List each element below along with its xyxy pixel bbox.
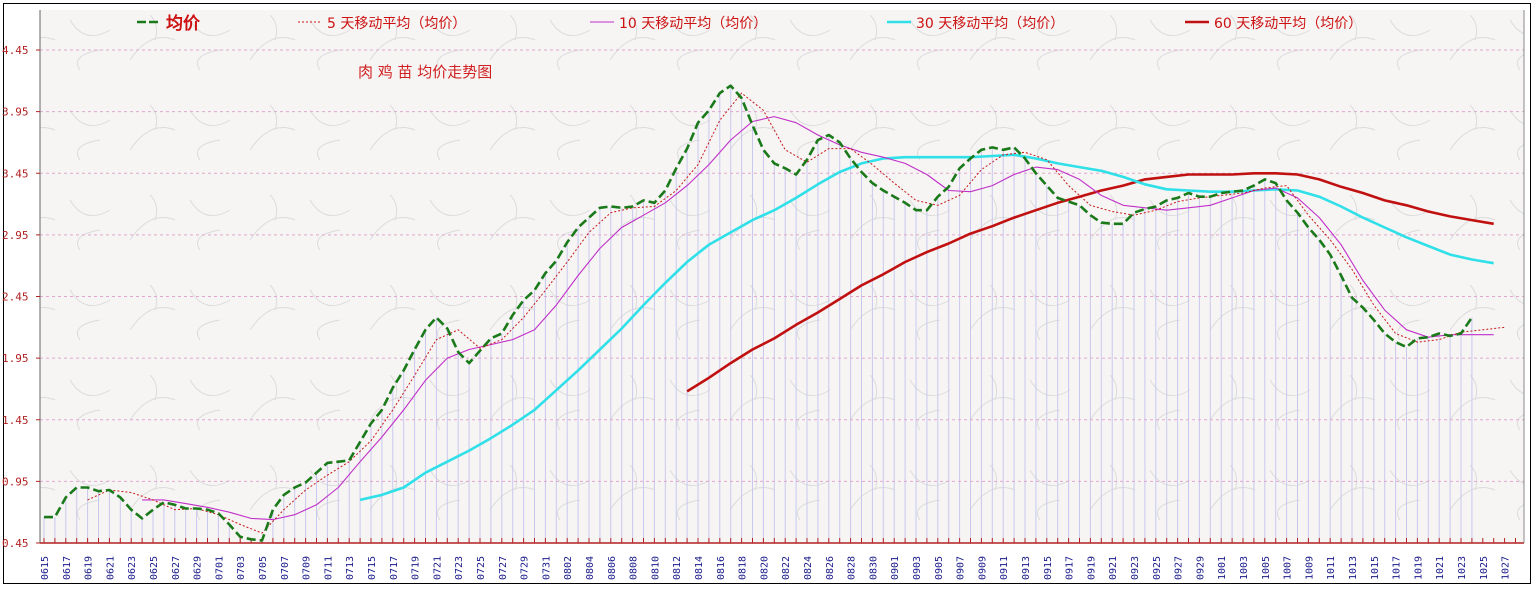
x-tick-label: 0709	[302, 556, 313, 580]
x-tick-label: 0810	[650, 556, 661, 580]
x-tick-label: 0917	[1065, 556, 1076, 580]
x-tick-label: 0905	[934, 556, 945, 580]
legend-label-0: 均价	[166, 13, 201, 34]
x-tick-label: 0820	[759, 556, 770, 580]
x-tick-label: 0629	[193, 556, 204, 580]
y-tick-label: 4.45	[2, 44, 29, 57]
x-tick-label: 0731	[541, 556, 552, 580]
x-tick-label: 1005	[1261, 556, 1272, 580]
x-tick-label: 0711	[323, 556, 334, 580]
x-tick-label: 0921	[1108, 556, 1119, 580]
x-tick-label: 1007	[1283, 556, 1294, 580]
x-tick-label: 0727	[498, 556, 509, 580]
x-tick-label: 0911	[999, 556, 1010, 580]
x-tick-label: 0725	[476, 556, 487, 580]
plot-area	[40, 10, 1524, 543]
legend-label-4: 60 天移动平均（均价）	[1214, 16, 1362, 32]
x-tick-label: 0621	[105, 556, 116, 580]
x-tick-label: 0625	[149, 556, 160, 580]
x-tick-label: 0707	[280, 556, 291, 580]
x-tick-label: 1025	[1479, 556, 1490, 580]
x-tick-label: 0701	[214, 556, 225, 580]
y-tick-label: 1.45	[2, 414, 29, 427]
x-tick-label: 0729	[520, 556, 531, 580]
x-tick-label: 1019	[1413, 556, 1424, 580]
x-tick-label: 0909	[977, 556, 988, 580]
x-tick-label: 1009	[1304, 556, 1315, 580]
x-tick-label: 0719	[411, 556, 422, 580]
x-ticks: 0615 0617 0619 0621 0623 0625 0627 0629 0701 0703…	[40, 538, 1516, 580]
x-tick-label: 0705	[258, 556, 269, 580]
x-tick-label: 0713	[345, 556, 356, 580]
legend: 均价 5 天移动平均（均价） 10 天移动平均（均价） 30 天移动平均（均价） 60 …	[137, 13, 1362, 34]
x-tick-label: 0814	[694, 556, 705, 580]
x-tick-label: 1013	[1348, 556, 1359, 580]
legend-label-1: 5 天移动平均（均价）	[327, 16, 466, 32]
y-tick-label: 3.45	[2, 167, 29, 180]
x-tick-label: 1015	[1370, 556, 1381, 580]
x-tick-label: 0723	[454, 556, 465, 580]
x-tick-label: 1027	[1501, 556, 1512, 580]
x-tick-label: 0923	[1130, 556, 1141, 580]
x-tick-label: 0915	[1043, 556, 1054, 580]
x-tick-label: 0617	[62, 556, 73, 580]
x-tick-label: 0715	[367, 556, 378, 580]
y-tick-label: 0.45	[2, 537, 29, 550]
x-tick-label: 0903	[912, 556, 923, 580]
x-tick-label: 0806	[607, 556, 618, 580]
x-tick-label: 0818	[738, 556, 749, 580]
y-tick-label: 0.95	[2, 475, 29, 488]
x-tick-label: 0703	[236, 556, 247, 580]
x-tick-label: 0619	[84, 556, 95, 580]
x-tick-label: 0804	[585, 556, 596, 580]
x-tick-label: 0822	[781, 556, 792, 580]
x-tick-label: 1017	[1392, 556, 1403, 580]
x-tick-label: 0826	[825, 556, 836, 580]
x-tick-label: 0623	[127, 556, 138, 580]
x-tick-label: 0808	[629, 556, 640, 580]
y-tick-label: 3.95	[2, 106, 29, 119]
y-tick-label: 2.95	[2, 229, 29, 242]
x-tick-label: 0919	[1086, 556, 1097, 580]
y-tick-label: 2.45	[2, 291, 29, 304]
legend-label-3: 30 天移动平均（均价）	[916, 16, 1064, 32]
x-tick-label: 1021	[1435, 556, 1446, 580]
x-tick-label: 0802	[563, 556, 574, 580]
x-tick-label: 1003	[1239, 556, 1250, 580]
x-tick-label: 0927	[1174, 556, 1185, 580]
x-tick-label: 0627	[171, 556, 182, 580]
x-tick-label: 0721	[432, 556, 443, 580]
series-line-4	[686, 172, 1494, 393]
x-tick-label: 1011	[1326, 556, 1337, 580]
price-bars	[43, 85, 1473, 543]
x-tick-label: 0812	[672, 556, 683, 580]
y-tick-label: 1.95	[2, 352, 29, 365]
x-tick-label: 0830	[868, 556, 879, 580]
x-tick-label: 0901	[890, 556, 901, 580]
x-tick-label: 0925	[1152, 556, 1163, 580]
y-ticks: 0.45 0.95 1.45 1.95 2.45 2.95 3.45 3.95 4.45	[2, 44, 40, 550]
x-tick-label: 0717	[389, 556, 400, 580]
chart-title: 肉 鸡 苗 均价走势图	[358, 63, 492, 81]
x-tick-label: 0816	[716, 556, 727, 580]
series-lines	[44, 84, 1505, 542]
series-line-3	[359, 153, 1494, 502]
x-tick-label: 0824	[803, 556, 814, 580]
x-tick-label: 1023	[1457, 556, 1468, 580]
legend-label-2: 10 天移动平均（均价）	[619, 16, 767, 32]
x-tick-label: 0929	[1195, 556, 1206, 580]
x-tick-label: 0913	[1021, 556, 1032, 580]
x-tick-label: 0615	[40, 556, 51, 580]
x-tick-label: 0828	[847, 556, 858, 580]
x-tick-label: 0907	[956, 556, 967, 580]
x-tick-label: 1001	[1217, 556, 1228, 580]
series-line-2	[142, 116, 1494, 521]
